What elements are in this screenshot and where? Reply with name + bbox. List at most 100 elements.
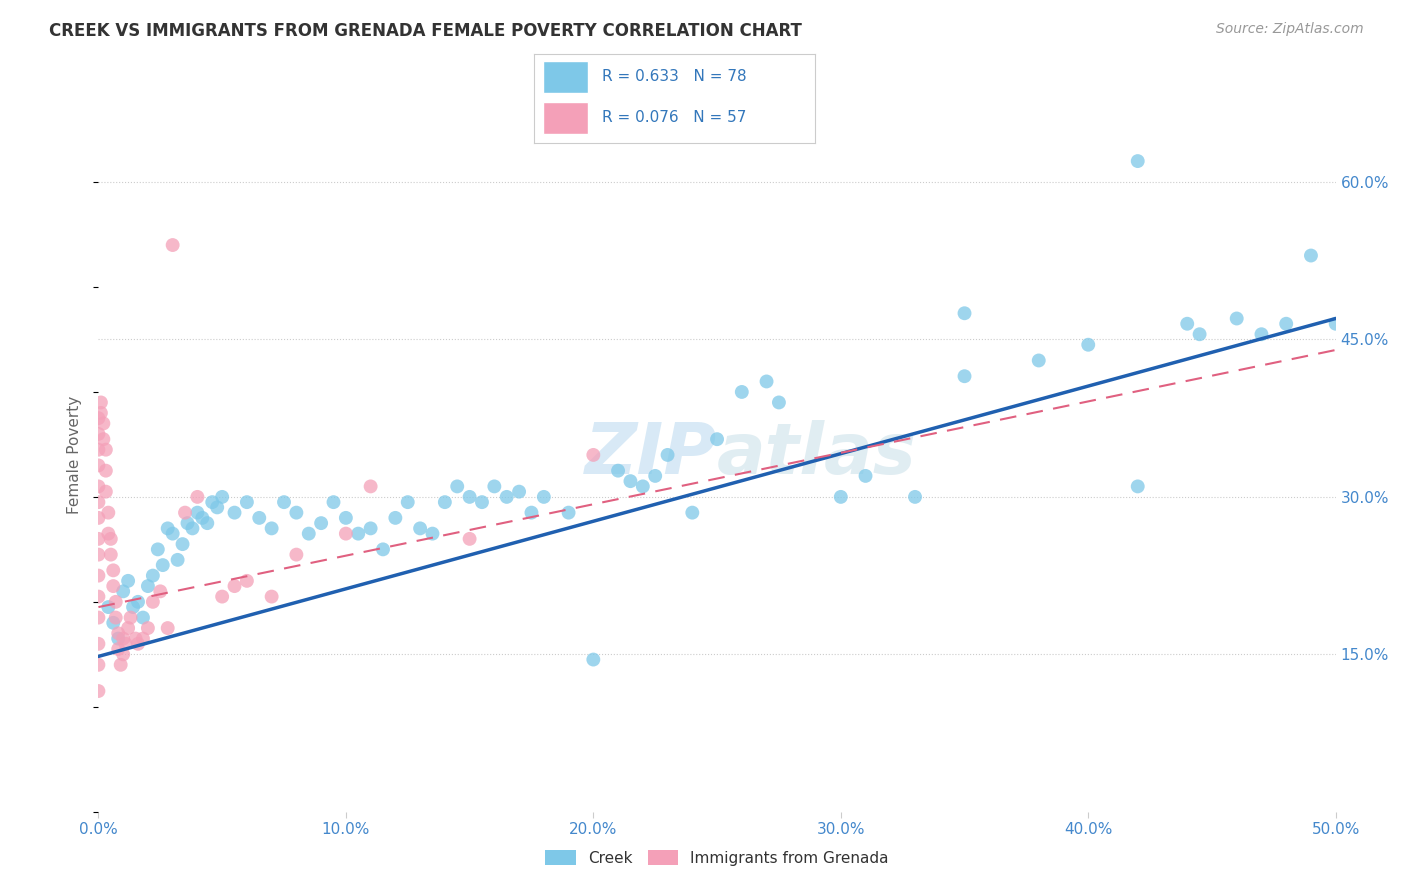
Point	[371, 542, 394, 557]
Point	[1077, 337, 1099, 351]
Point	[409, 521, 432, 535]
Point	[186, 490, 208, 504]
Point	[100, 548, 122, 562]
Point	[162, 526, 184, 541]
Point	[162, 238, 184, 252]
Point	[117, 574, 139, 588]
Point	[458, 532, 481, 546]
Point	[706, 432, 728, 446]
Point	[87, 657, 110, 672]
Point	[273, 495, 295, 509]
Point	[1126, 154, 1149, 169]
Point	[260, 590, 283, 604]
Point	[396, 495, 419, 509]
Point	[298, 526, 321, 541]
Point	[117, 621, 139, 635]
Point	[484, 479, 506, 493]
Text: ZIP: ZIP	[585, 420, 717, 490]
Point	[97, 526, 120, 541]
Point	[644, 469, 666, 483]
Point	[93, 432, 115, 446]
Text: R = 0.633   N = 78: R = 0.633 N = 78	[602, 70, 747, 84]
Point	[112, 632, 135, 646]
Point	[236, 495, 259, 509]
Point	[174, 506, 197, 520]
Point	[149, 584, 172, 599]
Point	[103, 615, 125, 630]
Point	[136, 621, 159, 635]
Point	[520, 506, 543, 520]
Point	[191, 511, 214, 525]
Point	[87, 548, 110, 562]
Point	[186, 506, 208, 520]
Point	[953, 369, 976, 384]
Point	[114, 637, 136, 651]
Point	[107, 632, 129, 646]
Point	[205, 500, 228, 515]
Point	[755, 375, 778, 389]
Point	[731, 384, 754, 399]
Point	[335, 511, 357, 525]
Point	[132, 632, 155, 646]
Point	[97, 600, 120, 615]
Point	[146, 542, 169, 557]
Point	[127, 637, 149, 651]
Point	[176, 516, 198, 530]
Text: CREEK VS IMMIGRANTS FROM GRENADA FEMALE POVERTY CORRELATION CHART: CREEK VS IMMIGRANTS FROM GRENADA FEMALE …	[49, 22, 801, 40]
Point	[127, 595, 149, 609]
Point	[582, 448, 605, 462]
Point	[211, 590, 233, 604]
Point	[166, 553, 188, 567]
Point	[1299, 248, 1322, 262]
Point	[122, 600, 145, 615]
Point	[94, 484, 117, 499]
Y-axis label: Female Poverty: Female Poverty	[67, 396, 83, 514]
Point	[360, 521, 382, 535]
Bar	[543, 102, 588, 134]
Text: Source: ZipAtlas.com: Source: ZipAtlas.com	[1216, 22, 1364, 37]
Point	[1324, 317, 1347, 331]
Point	[458, 490, 481, 504]
Point	[495, 490, 517, 504]
Point	[142, 595, 165, 609]
Bar	[543, 61, 588, 93]
Point	[446, 479, 468, 493]
Point	[508, 484, 530, 499]
Point	[619, 474, 641, 488]
Point	[830, 490, 852, 504]
Point	[90, 406, 112, 420]
Text: R = 0.076   N = 57: R = 0.076 N = 57	[602, 111, 747, 125]
Point	[768, 395, 790, 409]
Point	[285, 506, 308, 520]
Point	[93, 417, 115, 431]
Point	[87, 684, 110, 698]
Point	[103, 563, 125, 577]
Point	[631, 479, 654, 493]
Point	[132, 610, 155, 624]
Point	[195, 516, 218, 530]
Point	[87, 479, 110, 493]
Point	[152, 558, 174, 573]
Point	[90, 395, 112, 409]
Point	[136, 579, 159, 593]
Point	[87, 568, 110, 582]
Point	[1188, 327, 1211, 342]
Point	[1175, 317, 1198, 331]
Point	[607, 464, 630, 478]
Point	[201, 495, 224, 509]
Point	[433, 495, 456, 509]
Point	[904, 490, 927, 504]
Point	[120, 610, 142, 624]
Point	[87, 532, 110, 546]
Point	[557, 506, 579, 520]
Point	[322, 495, 344, 509]
Point	[181, 521, 204, 535]
Point	[1226, 311, 1249, 326]
Point	[335, 526, 357, 541]
Point	[1126, 479, 1149, 493]
Point	[87, 590, 110, 604]
Point	[107, 626, 129, 640]
Point	[1250, 327, 1272, 342]
Point	[156, 521, 179, 535]
Point	[533, 490, 555, 504]
